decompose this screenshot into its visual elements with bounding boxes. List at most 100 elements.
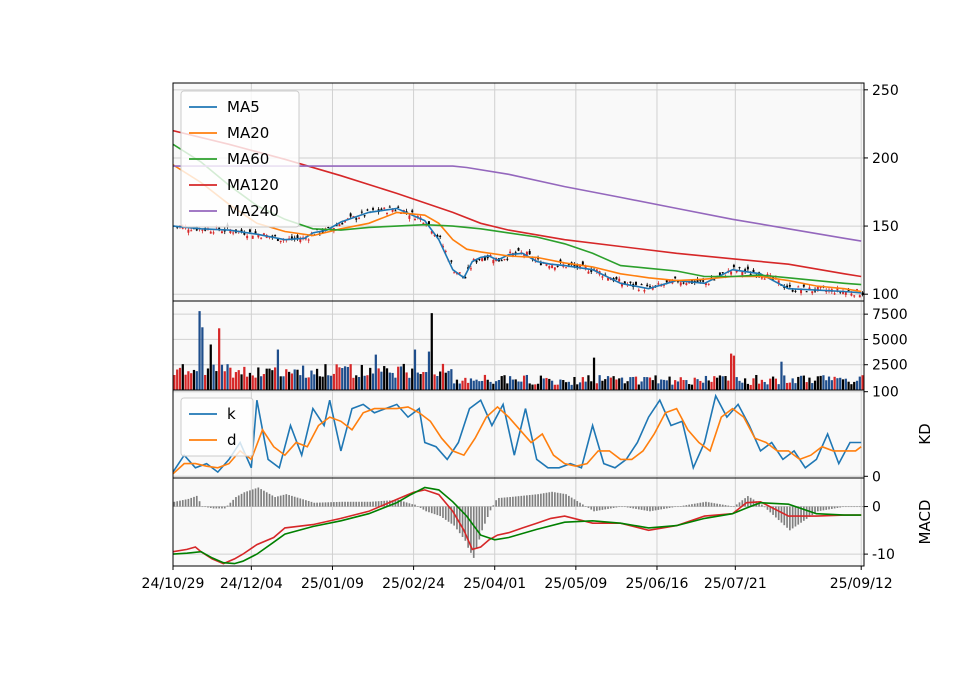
macd-histogram-bar — [514, 496, 517, 507]
volume-bar — [718, 375, 722, 390]
volume-bar — [601, 380, 604, 390]
macd-histogram-bar — [747, 496, 749, 507]
volume-bar — [495, 381, 498, 390]
candle-body — [665, 279, 668, 283]
candle-body — [749, 273, 752, 275]
volume-bar — [363, 375, 366, 390]
candle-body — [797, 286, 800, 288]
candle-body — [469, 268, 472, 270]
candle-body — [360, 211, 363, 213]
panel-MACD: -10 0 MACD — [172, 477, 934, 567]
candle-body — [464, 276, 467, 279]
candle-body — [427, 221, 430, 225]
volume-bar — [738, 380, 741, 390]
macd-histogram-bar — [643, 506, 646, 511]
volume-bar — [430, 313, 433, 390]
candle-body — [240, 229, 243, 233]
volume-bar — [352, 377, 355, 390]
candle-body — [422, 222, 425, 225]
macd-histogram-bar — [181, 500, 184, 507]
macd-histogram-bar — [579, 502, 581, 507]
volume-bar — [827, 376, 831, 390]
x-tick-label: 25/06/16 — [626, 576, 689, 592]
volume-bar — [489, 381, 492, 390]
volume-bar — [313, 374, 316, 390]
macd-histogram-bar — [467, 506, 469, 548]
candle-body — [472, 258, 475, 260]
macd-histogram-bar — [277, 496, 279, 507]
volume-bar — [556, 384, 559, 390]
volume-bar — [374, 354, 377, 390]
macd-histogram-bar — [777, 506, 780, 521]
macd-histogram-bar — [621, 506, 623, 508]
volume-bar — [271, 370, 274, 390]
volume-bar — [223, 371, 226, 390]
macd-histogram-bar — [260, 489, 262, 507]
candle-body — [539, 263, 542, 266]
macd-histogram-bar — [668, 506, 671, 508]
macd-histogram-bar — [268, 493, 271, 507]
volume-bar — [743, 378, 747, 390]
candle-body — [836, 288, 839, 291]
macd-histogram-bar — [416, 506, 419, 507]
volume-bar — [276, 349, 280, 390]
macd-histogram-bar — [509, 497, 511, 507]
candle-body — [805, 291, 808, 293]
volume-bar — [536, 383, 540, 390]
candle-body — [483, 257, 486, 261]
candle-body — [615, 276, 618, 280]
volume-bar — [757, 383, 761, 390]
macd-histogram-bar — [733, 506, 735, 508]
volume-bar — [475, 379, 478, 390]
volume-bar — [763, 381, 766, 390]
volume-bar — [341, 368, 344, 390]
candle-body — [685, 283, 688, 285]
volume-bar — [461, 380, 464, 390]
volume-bar — [206, 368, 210, 390]
volume-bar — [802, 375, 805, 390]
macd-histogram-bar — [657, 506, 660, 510]
macd-histogram-bar — [769, 506, 772, 513]
candle-body — [525, 251, 528, 256]
legend-box — [180, 90, 300, 228]
candle-body — [744, 269, 747, 272]
volume-bar — [855, 380, 859, 390]
candle-body — [657, 283, 660, 285]
series-line-MA240 — [173, 165, 862, 242]
volume-bar — [853, 381, 856, 390]
volume-bar — [626, 381, 629, 390]
candle-body — [777, 280, 780, 284]
volume-bar — [581, 377, 584, 390]
volume-bar — [257, 367, 260, 390]
macd-histogram-bar — [789, 506, 791, 531]
macd-histogram-bar — [677, 506, 679, 508]
candle-body — [478, 258, 481, 260]
volume-bar — [497, 380, 501, 390]
volume-bar — [402, 363, 405, 390]
volume-bar — [805, 382, 808, 390]
candle-body — [548, 266, 551, 269]
macd-histogram-bar — [598, 506, 601, 511]
volume-bar — [769, 378, 772, 390]
macd-histogram-bar — [615, 506, 618, 508]
macd-histogram-bar — [847, 506, 850, 508]
macd-histogram-bar — [209, 506, 212, 508]
macd-histogram-bar — [374, 501, 377, 507]
volume-bar — [467, 382, 470, 390]
macd-histogram-bar — [542, 493, 545, 507]
volume-bar — [411, 368, 414, 390]
volume-bar — [813, 380, 817, 390]
macd-histogram-bar — [405, 502, 408, 507]
volume-bar — [405, 372, 408, 390]
volume-bar — [218, 328, 221, 390]
x-tick-label: 25/01/09 — [301, 576, 364, 592]
macd-histogram-bar — [679, 506, 682, 507]
macd-histogram-bar — [341, 501, 344, 507]
volume-bar — [464, 377, 467, 390]
candle-body — [248, 229, 251, 232]
macd-histogram-bar — [212, 506, 215, 509]
macd-histogram-bar — [330, 502, 332, 507]
macd-histogram-bar — [830, 506, 833, 509]
candle-body — [559, 259, 562, 263]
volume-bar — [441, 363, 445, 390]
